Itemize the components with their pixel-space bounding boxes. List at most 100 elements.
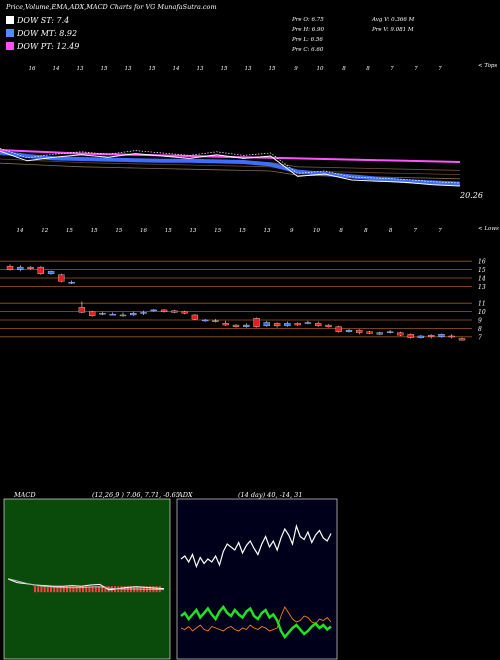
macd-histogram-bar xyxy=(85,586,88,593)
stat-open: Pre O: 6.75 xyxy=(292,17,324,23)
top-label: 15 xyxy=(221,66,228,72)
macd-histogram-bar xyxy=(98,586,100,593)
lows-tag: < Lows xyxy=(478,226,499,232)
ema-dotted-line xyxy=(0,147,461,184)
candle-body xyxy=(27,266,34,269)
ema-mt-line xyxy=(0,150,461,186)
ema-band-line xyxy=(0,162,461,180)
macd-histogram-bar xyxy=(34,586,36,593)
macd-background xyxy=(3,498,171,660)
macd-chart xyxy=(3,498,171,660)
candle-body xyxy=(68,282,75,284)
candle-body xyxy=(119,314,127,317)
candle-body xyxy=(109,313,116,316)
low-label: 15 xyxy=(214,228,221,234)
macd-histogram-bar xyxy=(88,586,91,593)
candle-body xyxy=(366,331,373,334)
candle-body xyxy=(345,329,353,332)
macd-histogram-bar xyxy=(72,586,75,593)
macd-histogram-bar xyxy=(104,586,107,593)
candle-body xyxy=(458,338,466,341)
candle-body xyxy=(78,307,86,313)
legend-dow-mt: DOW MT: 8.92 xyxy=(6,29,77,38)
macd-histogram-bar xyxy=(69,586,72,593)
macd-histogram-bar xyxy=(91,586,94,593)
candle-body xyxy=(89,311,96,316)
candle-body xyxy=(160,309,168,312)
macd-histogram-bar xyxy=(82,586,84,593)
adx-label: ADX xyxy=(178,491,193,499)
candle-body xyxy=(47,271,55,274)
legend-swatch-st xyxy=(6,16,14,24)
candle-body xyxy=(356,329,363,333)
candle-body xyxy=(222,323,229,326)
candle-body xyxy=(284,323,291,327)
low-label: 13 xyxy=(264,228,271,234)
candle-body xyxy=(181,311,188,314)
low-label: 14 xyxy=(17,228,24,234)
candle-body xyxy=(335,326,342,332)
candle-body xyxy=(315,323,322,327)
candle-body xyxy=(397,332,404,336)
macd-histogram-bar xyxy=(53,586,56,593)
candle-body xyxy=(325,324,332,327)
top-label: 16 xyxy=(29,66,36,72)
price-axis-label: 10 xyxy=(478,309,486,316)
macd-histogram-bar xyxy=(46,586,49,593)
low-label: 13 xyxy=(189,228,196,234)
macd-signal-line xyxy=(7,578,165,591)
low-label: 8 xyxy=(364,228,368,234)
top-label: 9 xyxy=(294,66,298,72)
price-axis-label: 16 xyxy=(478,259,486,266)
candle-body xyxy=(263,322,270,327)
legend-swatch-pt xyxy=(6,42,14,50)
ema-last-value: 20.26 xyxy=(460,191,483,200)
macd-histogram-bar xyxy=(40,586,43,593)
candle-body xyxy=(212,320,219,322)
top-label: 14 xyxy=(173,66,180,72)
legend-dow-st: DOW ST: 7.4 xyxy=(6,16,69,25)
candle-body xyxy=(386,331,394,333)
macd-label: MACD xyxy=(14,491,36,499)
adx-chart xyxy=(176,498,338,660)
candle-body xyxy=(17,266,24,270)
low-label: 8 xyxy=(389,228,393,234)
adx-plus-di-line xyxy=(180,604,332,640)
macd-histogram-bar xyxy=(37,586,40,593)
low-label: 12 xyxy=(41,228,48,234)
low-label: 15 xyxy=(66,228,73,234)
stat-prev-volume: Pre V: 9.081 M xyxy=(372,27,414,33)
top-label: 13 xyxy=(245,66,252,72)
candle-body xyxy=(428,334,435,337)
price-axis-label: 7 xyxy=(478,334,482,341)
candle-body xyxy=(6,266,14,270)
candle-body xyxy=(140,312,147,314)
candle-body xyxy=(171,310,178,313)
chart-title: Price,Volume,EMA,ADX,MACD Charts for VG … xyxy=(6,3,217,11)
low-label: 16 xyxy=(140,228,147,234)
macd-histogram-bar xyxy=(56,586,59,593)
candle-body xyxy=(191,314,199,320)
top-label: 7 xyxy=(390,66,394,72)
price-axis-label: 15 xyxy=(478,267,486,274)
low-label: 15 xyxy=(115,228,122,234)
low-label: 15 xyxy=(239,228,246,234)
candle-body xyxy=(304,322,312,324)
top-label: 8 xyxy=(366,66,370,72)
stat-close: Pre C: 6.60 xyxy=(292,47,324,53)
macd-histogram-bar xyxy=(94,586,97,593)
low-label: 7 xyxy=(414,228,418,234)
top-label: 13 xyxy=(77,66,84,72)
macd-histogram-bar xyxy=(50,586,52,593)
candle-body xyxy=(448,335,455,338)
top-label: 15 xyxy=(101,66,108,72)
price-axis-label: 11 xyxy=(478,301,486,308)
candle-body xyxy=(130,313,137,316)
adx-values: (14 day) 40, -14, 31 xyxy=(238,491,303,499)
ema-band-line xyxy=(0,158,461,175)
macd-histogram-bar xyxy=(78,586,81,593)
top-label: 13 xyxy=(125,66,132,72)
candle-body xyxy=(150,309,157,312)
candle-body xyxy=(253,318,260,327)
